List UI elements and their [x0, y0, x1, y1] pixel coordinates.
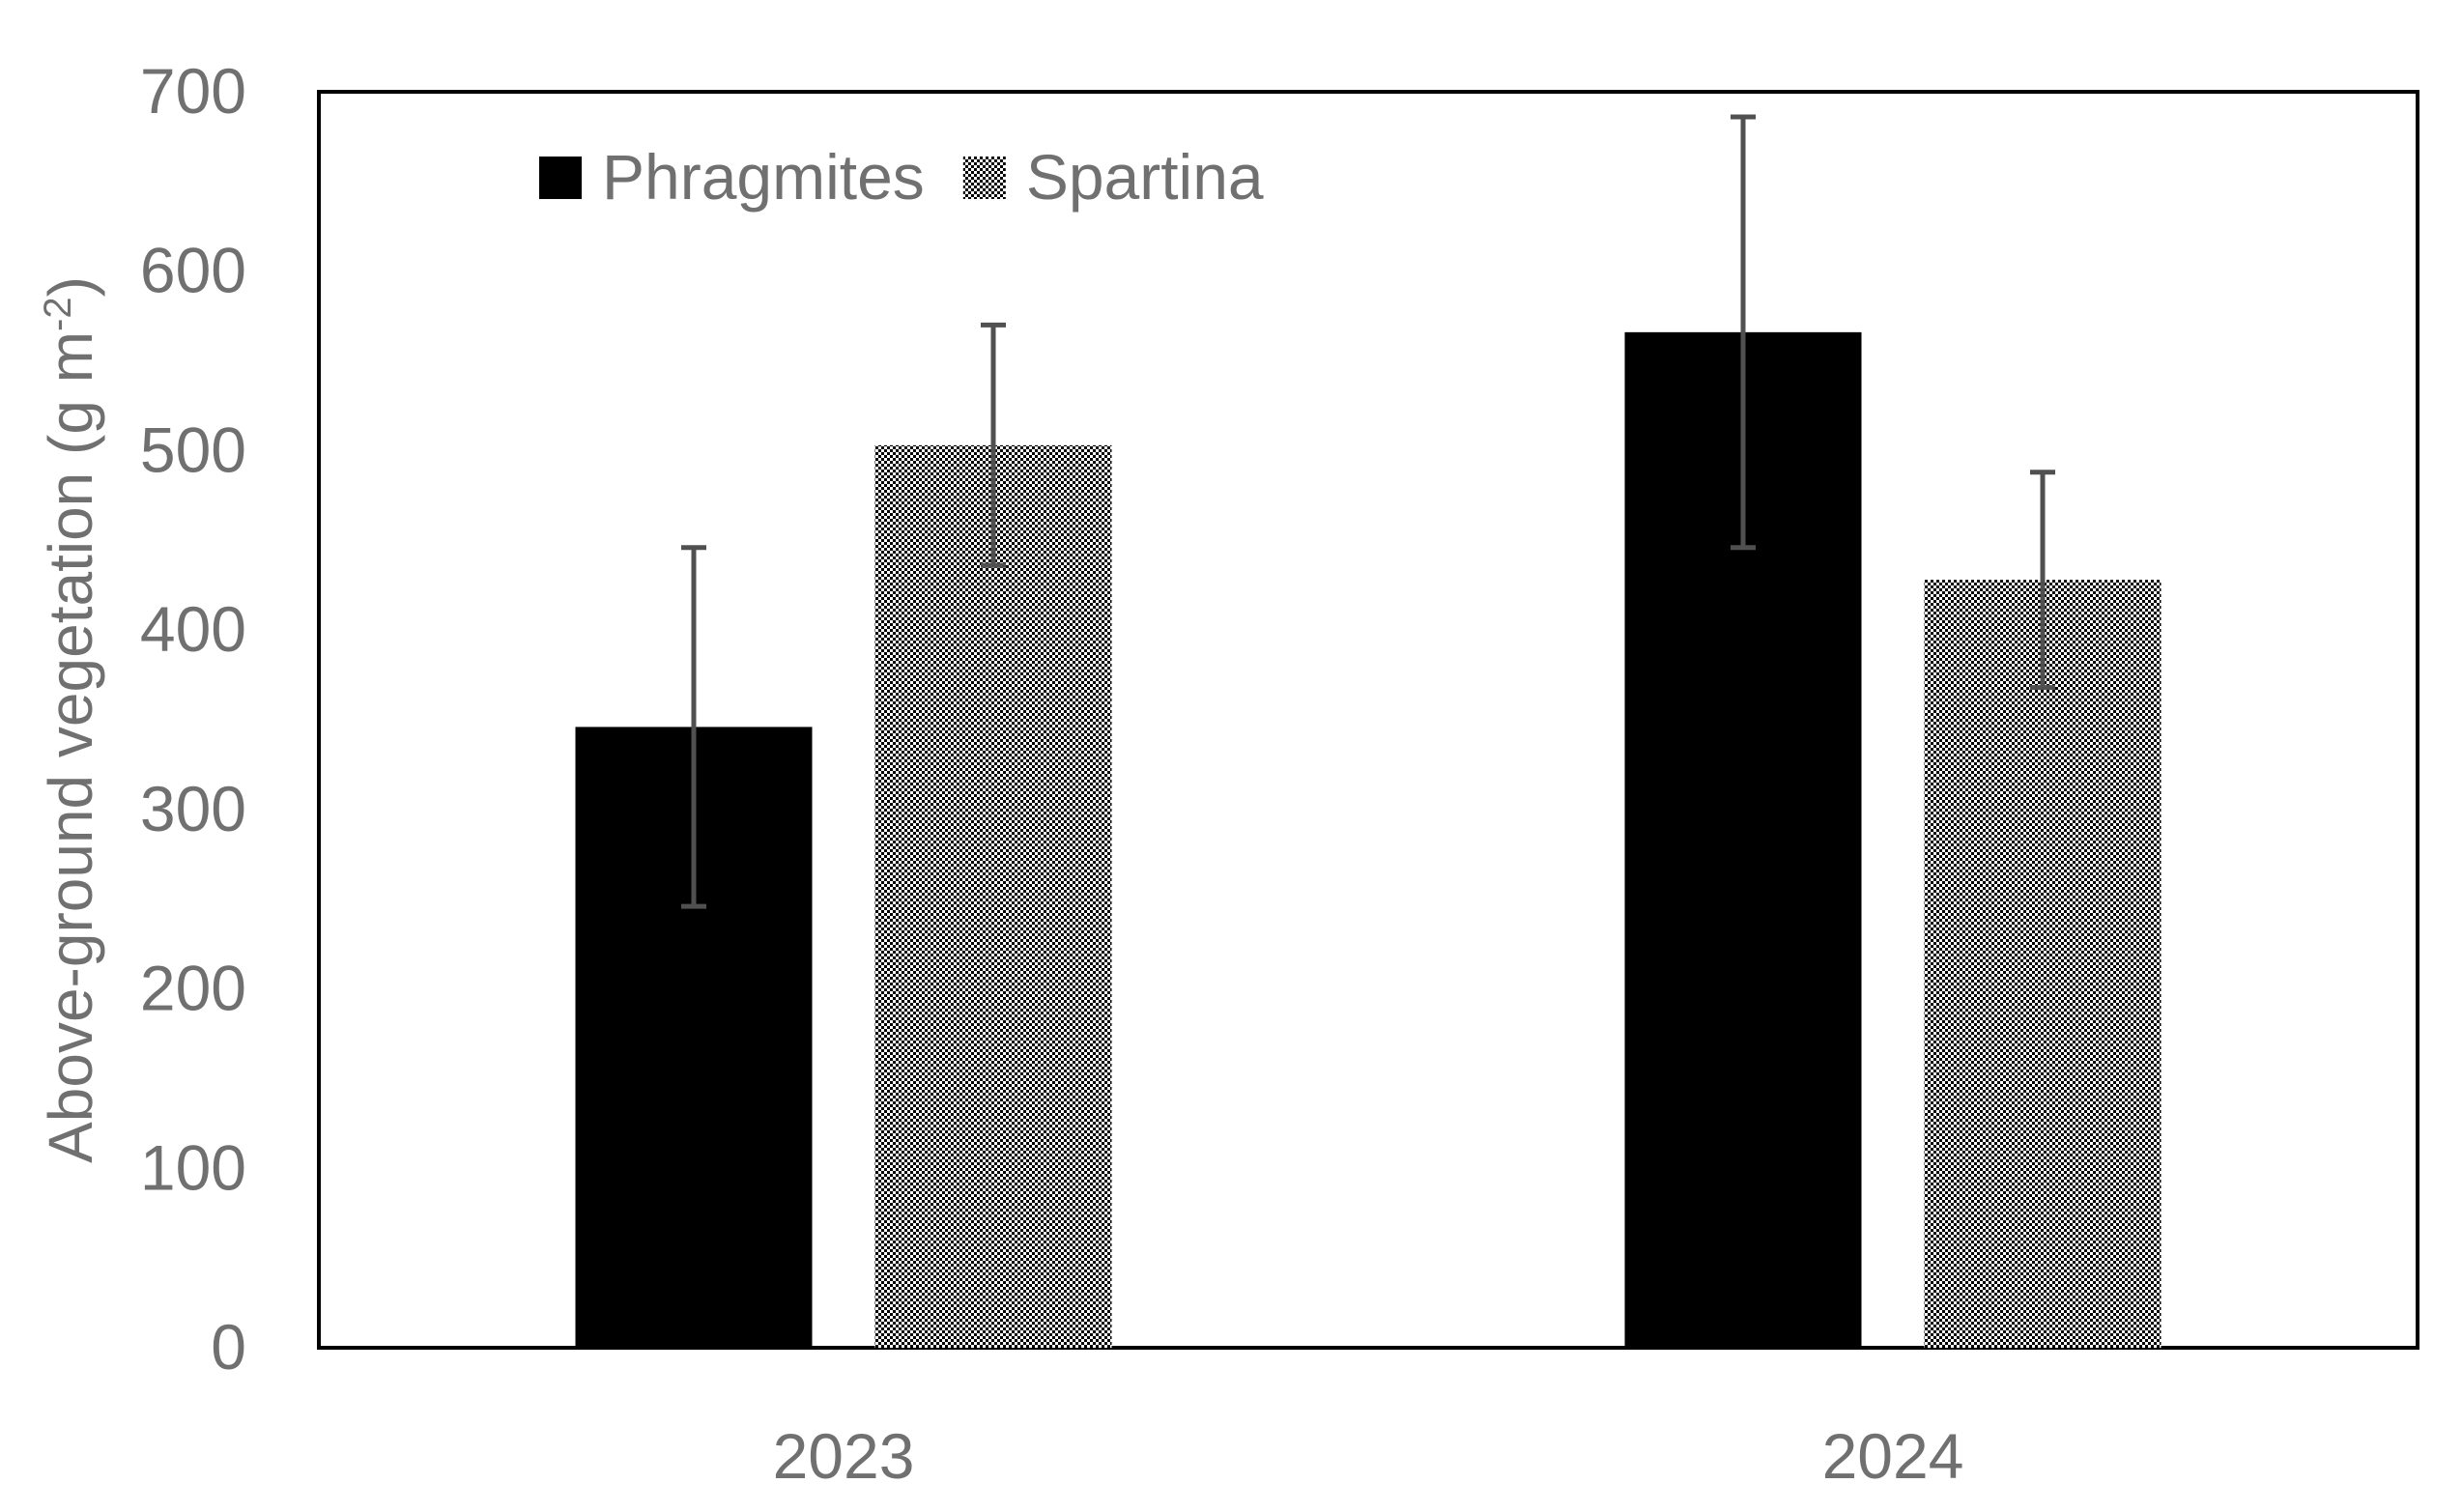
y-tick-label-500: 500 [140, 414, 246, 485]
legend-swatch-spartina [962, 157, 1006, 199]
y-tick-label-0: 0 [211, 1311, 246, 1383]
plot-frame [317, 90, 2419, 1350]
y-tick-label-600: 600 [140, 235, 246, 306]
error-bar-phragmites-2024 [1731, 114, 1756, 551]
error-bar-spartina-2023 [981, 322, 1006, 568]
bar-spartina-2024 [1924, 580, 2161, 1348]
y-tick-label-100: 100 [140, 1131, 246, 1203]
legend-item-spartina: Spartina [962, 141, 1264, 213]
bar-spartina-2023 [874, 444, 1112, 1348]
legend-swatch-phragmites [539, 157, 582, 199]
y-axis-title-main: Above-ground vegetation (g m [36, 331, 105, 1163]
y-axis-title: Above-ground vegetation (g m-2) [36, 276, 105, 1163]
legend-label-spartina: Spartina [1026, 141, 1264, 213]
y-tick-label-300: 300 [140, 773, 246, 844]
x-tick-label-2024: 2024 [1822, 1420, 1964, 1492]
y-tick-label-200: 200 [140, 953, 246, 1024]
y-tick-label-400: 400 [140, 593, 246, 665]
y-axis-title-close: ) [36, 276, 105, 297]
x-tick-label-2023: 2023 [773, 1420, 915, 1492]
y-axis-title-superscript: -2 [37, 297, 79, 331]
legend-label-phragmites: Phragmites [602, 141, 925, 213]
legend-item-phragmites: Phragmites [539, 141, 925, 213]
error-bar-phragmites-2023 [681, 545, 706, 909]
error-bar-spartina-2024 [2030, 470, 2055, 691]
y-tick-label-700: 700 [140, 55, 246, 127]
